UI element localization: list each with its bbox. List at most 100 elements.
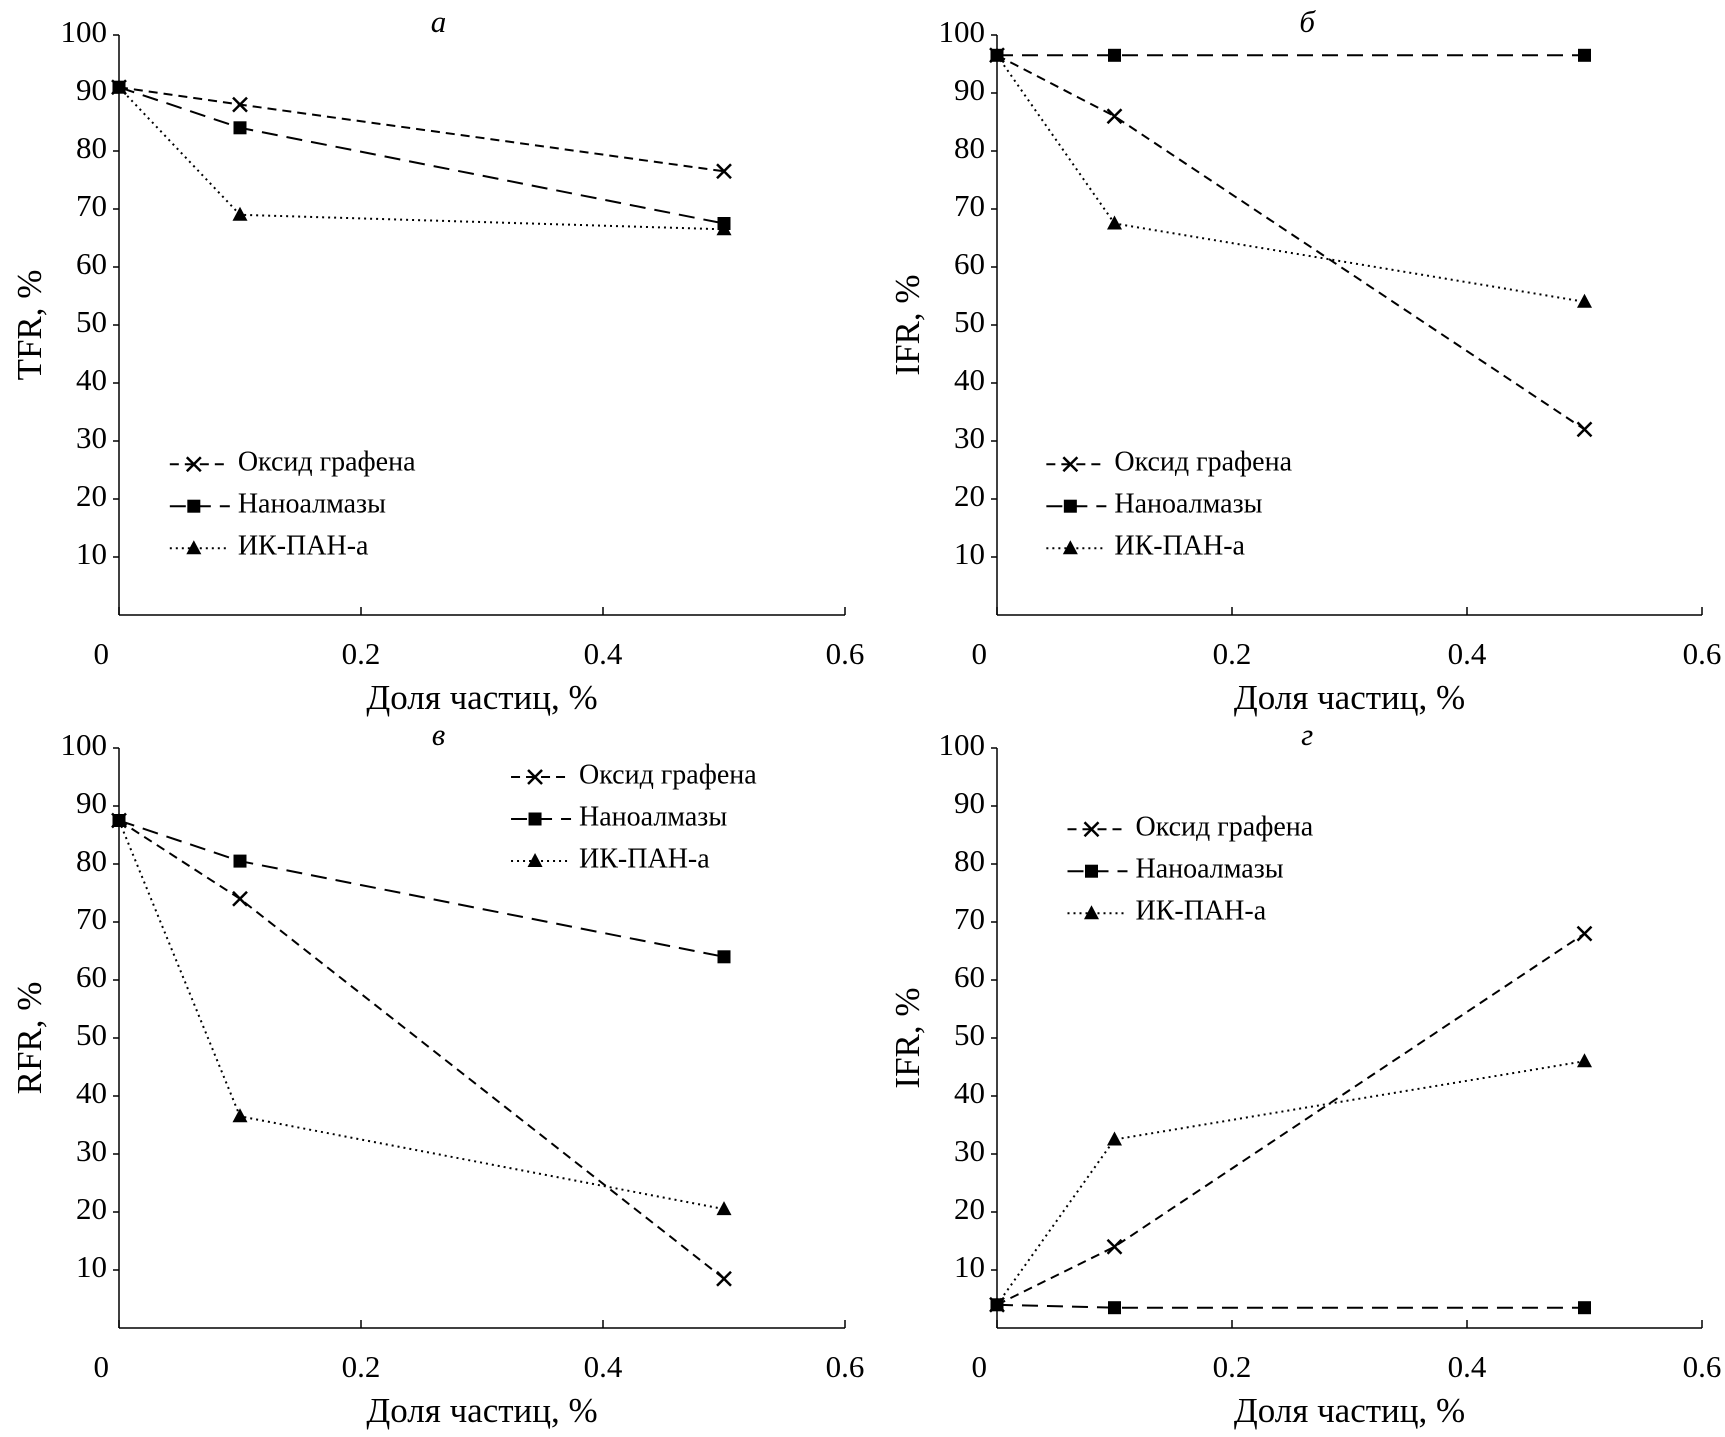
marker (233, 854, 247, 868)
marker (989, 1296, 1005, 1311)
x-tick-label: 0.2 (1213, 636, 1252, 671)
y-tick-label: 10 (954, 536, 985, 571)
series-line (996, 1303, 1585, 1309)
y-tick-label: 50 (76, 1017, 107, 1052)
legend-label: ИК-ПАН-а (1136, 896, 1267, 927)
y-tick-label: 10 (76, 536, 107, 571)
x-tick-label: 0.2 (342, 636, 381, 671)
marker (232, 96, 248, 113)
series-line (118, 819, 725, 958)
x-tick-label: 0.6 (1683, 636, 1722, 671)
panel: 10 20 30 40 50 60 70 80 90 100 0 0.2 0.4 0.6 Доля част… (888, 4, 1721, 717)
x-axis-label: Доля частиц, % (366, 1391, 597, 1430)
y-tick-label: 60 (954, 246, 985, 281)
legend-marker (185, 456, 202, 473)
legend-marker (1062, 540, 1078, 555)
legend-label: ИК-ПАН-а (1114, 531, 1245, 562)
x-tick-label: 0.6 (1683, 1349, 1722, 1384)
marker (989, 47, 1005, 62)
marker (716, 1201, 732, 1216)
series-line (996, 932, 1586, 1306)
y-tick-label: 80 (954, 130, 985, 165)
series-line (996, 1060, 1585, 1306)
chart-title: г (1301, 717, 1313, 752)
marker (111, 79, 127, 94)
y-tick-label: 20 (76, 1191, 107, 1226)
y-tick-label: 70 (76, 901, 107, 936)
y-tick-label: 40 (954, 1075, 985, 1110)
legend-label: Наноалмазы (1136, 854, 1284, 885)
panel: 10 20 30 40 50 60 70 80 90 100 0 0.2 0.4 0.6 Доля част… (10, 4, 864, 717)
legend-marker (527, 769, 543, 785)
y-tick-label: 50 (954, 304, 985, 339)
x-tick-label: 0.4 (1448, 1349, 1487, 1384)
legend-marker (1083, 821, 1100, 838)
y-tick-label: 70 (76, 188, 107, 223)
y-tick-label: 20 (954, 1191, 985, 1226)
chart-title: б (1299, 4, 1316, 39)
panel: 10 20 30 40 50 60 70 80 90 100 0 0.2 0.4 0.6 Доля част… (888, 717, 1721, 1430)
marker (1577, 293, 1592, 308)
y-axis-label: IFR, % (888, 987, 927, 1088)
y-tick-label: 10 (76, 1249, 107, 1284)
legend-label: Оксид графена (1136, 812, 1314, 843)
legend-marker (1062, 456, 1079, 473)
y-tick-label: 80 (76, 130, 107, 165)
marker (717, 950, 731, 964)
marker (1107, 215, 1122, 230)
marker (1578, 1301, 1591, 1315)
y-tick-label: 100 (939, 727, 986, 762)
y-tick-label: 10 (954, 1249, 985, 1284)
y-tick-label: 90 (954, 785, 985, 820)
chart-title: в (432, 717, 445, 752)
y-tick-label: 30 (954, 420, 985, 455)
marker (232, 206, 248, 221)
x-axis-label: Доля частиц, % (366, 678, 597, 717)
marker (1577, 1053, 1592, 1068)
x-tick-label: 0.2 (342, 1349, 381, 1384)
y-tick-label: 30 (954, 1133, 985, 1168)
legend-label: ИК-ПАН-а (579, 843, 710, 874)
y-tick-label: 80 (954, 843, 985, 878)
x-tick-label: 0.4 (584, 1349, 623, 1384)
marker (1106, 1238, 1123, 1255)
marker (232, 890, 248, 907)
y-tick-label: 40 (954, 362, 985, 397)
series-line (118, 86, 725, 231)
x-axis-label: Доля частиц, % (1234, 1391, 1465, 1430)
y-axis-label: IFR, % (888, 274, 927, 375)
x-tick-label: 0.6 (826, 636, 865, 671)
x-tick-label: 0 (972, 636, 988, 671)
legend-label: Наноалмазы (238, 489, 386, 520)
y-tick-label: 80 (76, 843, 107, 878)
legend-marker (1084, 905, 1099, 920)
series-line (996, 54, 1586, 431)
legend-label: Оксид графена (579, 759, 757, 790)
marker (1576, 421, 1593, 438)
legend-label: Наноалмазы (579, 801, 727, 832)
marker (232, 1108, 248, 1123)
legend-label: Наноалмазы (1114, 489, 1262, 520)
y-tick-label: 90 (76, 72, 107, 107)
series-line (118, 86, 725, 173)
y-tick-label: 20 (76, 478, 107, 513)
marker (716, 1270, 732, 1287)
legend-marker (1063, 499, 1077, 513)
legend-label: Оксид графена (1114, 447, 1292, 478)
y-tick-label: 30 (76, 1133, 107, 1168)
legend-label: ИК-ПАН-а (238, 531, 369, 562)
y-tick-label: 60 (76, 959, 107, 994)
series-line (118, 819, 725, 1280)
y-tick-label: 50 (76, 304, 107, 339)
y-tick-label: 90 (76, 785, 107, 820)
legend-marker (1085, 864, 1098, 878)
y-tick-label: 100 (61, 727, 108, 762)
x-tick-label: 0 (94, 636, 110, 671)
y-axis-label: RFR, % (10, 982, 49, 1095)
x-tick-label: 0.4 (584, 636, 623, 671)
marker (1578, 48, 1591, 62)
legend-marker (527, 853, 543, 867)
marker (716, 163, 732, 180)
legend-marker (186, 540, 202, 555)
